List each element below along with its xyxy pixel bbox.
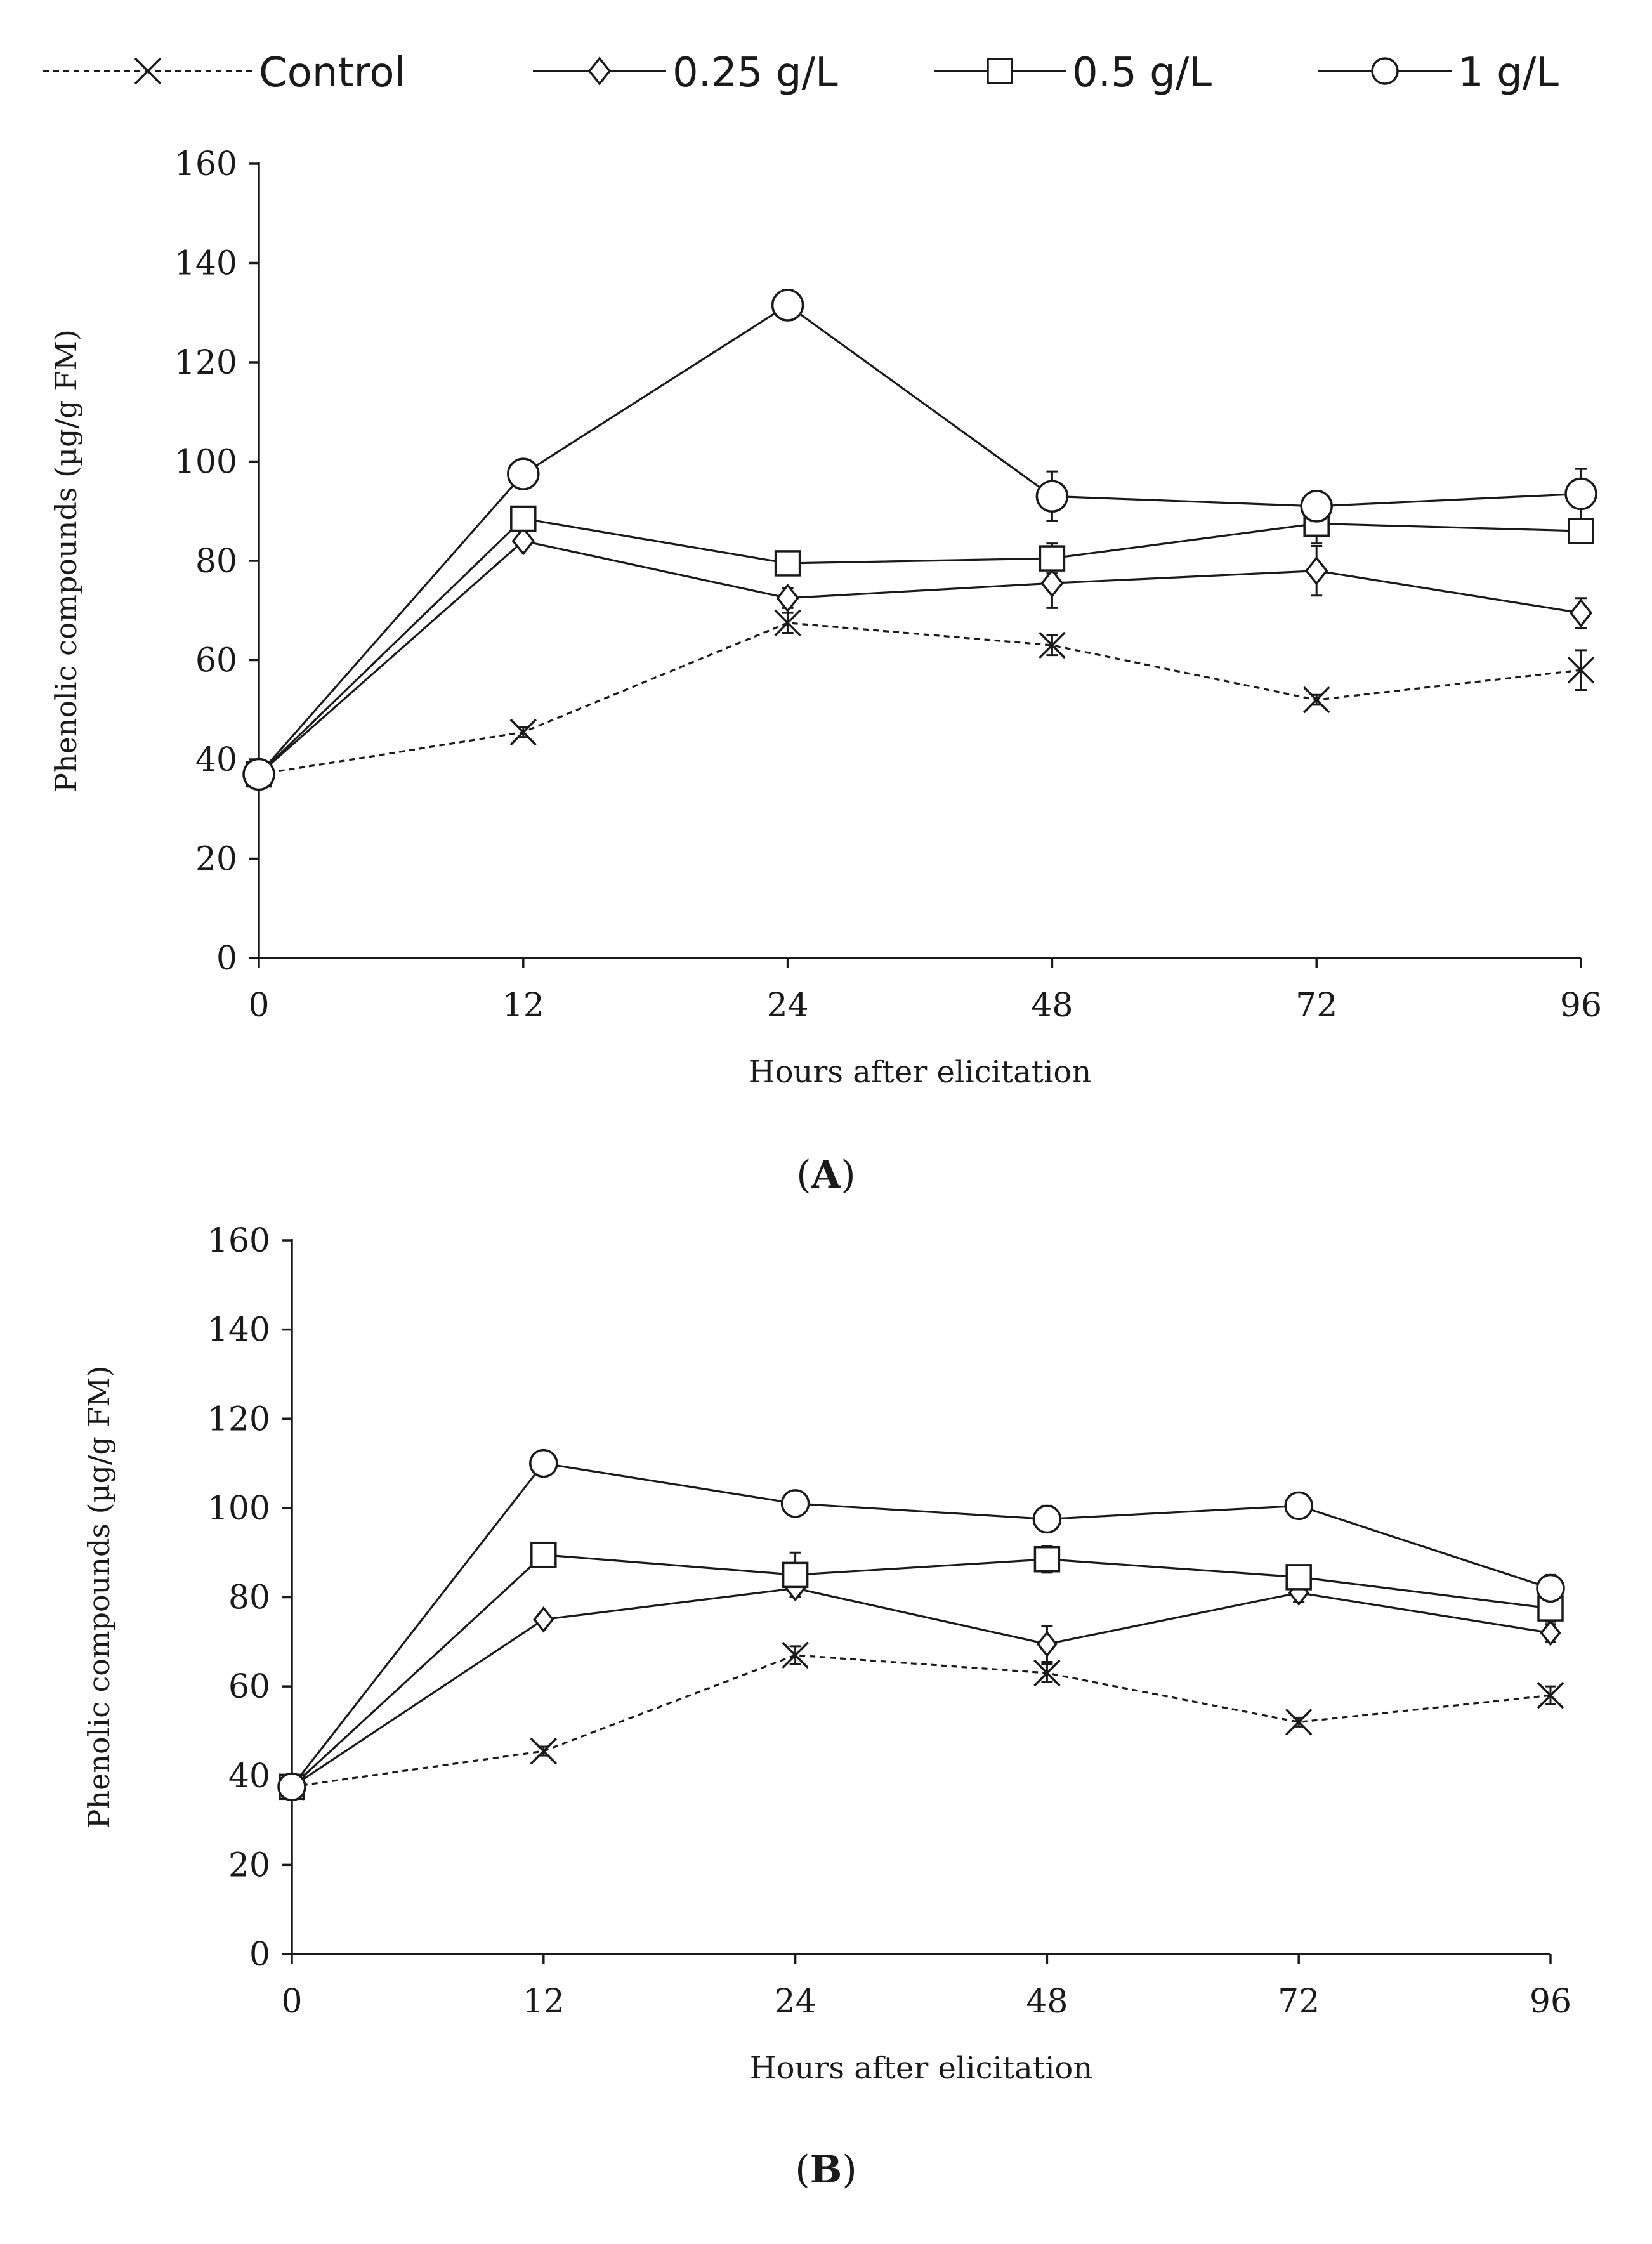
- y-axis-title: Phenolic compounds (µg/g FM): [82, 1366, 116, 1829]
- data-point-x: [1285, 1709, 1313, 1736]
- series-line-diamond: [291, 1587, 1551, 1788]
- y-tick-label: 20: [195, 841, 237, 879]
- data-point-square: [1039, 545, 1066, 572]
- x-tick-label: 48: [1026, 1983, 1068, 2021]
- data-point-circle: [1536, 1573, 1565, 1603]
- data-point-x: [782, 1641, 809, 1669]
- legend: Control 0.25 g/L 0.5 g/L 1 g/L: [43, 49, 1559, 96]
- y-tick-label: 160: [207, 1222, 270, 1260]
- y-tick-label: 140: [174, 245, 237, 283]
- y-tick-label: 120: [174, 344, 237, 382]
- x-tick-label: 48: [1031, 987, 1073, 1025]
- legend-label: 1 g/L: [1458, 49, 1559, 96]
- data-point-circle: [277, 1772, 306, 1802]
- data-point-x: [530, 1737, 558, 1765]
- legend-x-marker: [134, 57, 162, 85]
- data-point-circle: [1284, 1491, 1313, 1521]
- data-point-x: [1039, 631, 1066, 659]
- x-tick-label: 72: [1278, 1983, 1320, 2021]
- legend-diamond-marker: [587, 56, 612, 86]
- data-point-diamond: [1304, 556, 1328, 586]
- data-point-diamond: [533, 1606, 554, 1633]
- data-point-square: [774, 550, 801, 577]
- x-tick-label: 24: [767, 987, 809, 1025]
- y-axis-title: Phenolic compounds (µg/g FM): [49, 329, 83, 792]
- data-point-square: [510, 505, 537, 532]
- panel-caption: (B): [795, 2148, 857, 2192]
- y-tick-label: 100: [207, 1490, 270, 1528]
- x-tick-label: 0: [248, 987, 269, 1025]
- series-line-diamond: [258, 539, 1582, 775]
- data-point-square: [1568, 518, 1594, 544]
- legend-item-4: 1 g/L: [1318, 49, 1559, 96]
- x-axis-title: Hours after elicitation: [749, 1054, 1092, 1090]
- y-tick-label: 0: [216, 940, 237, 978]
- data-point-diamond: [1040, 568, 1064, 598]
- y-tick-label: 80: [228, 1579, 270, 1617]
- x-tick-label: 96: [1530, 1983, 1571, 2021]
- series-line-square: [258, 517, 1582, 775]
- y-tick-label: 140: [207, 1311, 270, 1349]
- x-tick-label: 24: [775, 1983, 816, 2021]
- chart-panel-b: 0 20 40 60 80 100 120 140 160 0 12 24 48 72 96 Hours af…: [82, 1222, 1571, 2192]
- series-line-x: [258, 622, 1582, 776]
- data-point-circle: [1564, 477, 1597, 511]
- data-point-circle: [529, 1448, 558, 1478]
- data-point-square: [1285, 1564, 1312, 1591]
- legend-label: Control: [259, 49, 405, 96]
- y-tick-label: 80: [195, 542, 237, 581]
- data-point-x: [1033, 1659, 1061, 1687]
- x-tick-label: 12: [523, 1983, 565, 2021]
- panel-caption: (A): [796, 1153, 855, 1197]
- y-tick-label: 100: [174, 443, 237, 482]
- data-point-circle: [771, 289, 804, 322]
- data-point-x: [774, 609, 801, 637]
- y-tick-label: 160: [174, 145, 237, 183]
- series-line-circle: [258, 304, 1582, 775]
- series-line-square: [291, 1554, 1551, 1788]
- data-point-square: [1033, 1545, 1061, 1573]
- data-point-diamond: [776, 583, 799, 613]
- y-tick-label: 0: [249, 1936, 270, 1974]
- data-point-diamond: [1036, 1631, 1058, 1658]
- x-tick-label: 0: [281, 1983, 302, 2021]
- series-line-circle: [291, 1462, 1551, 1788]
- x-tick-label: 72: [1295, 987, 1337, 1025]
- data-point-square: [530, 1541, 557, 1568]
- legend-circle-marker: [1371, 57, 1399, 85]
- data-point-circle: [242, 758, 275, 791]
- y-tick-label: 60: [228, 1668, 270, 1706]
- legend-item-3: 0.5 g/L: [934, 49, 1212, 96]
- legend-item-2: 0.25 g/L: [533, 49, 838, 96]
- data-point-diamond: [1540, 1619, 1561, 1646]
- y-tick-label: 120: [207, 1400, 270, 1438]
- legend-label: 0.5 g/L: [1072, 49, 1212, 96]
- data-point-square: [782, 1561, 809, 1589]
- x-tick-label: 12: [502, 987, 544, 1025]
- data-point-circle: [1035, 480, 1069, 513]
- data-point-x: [1567, 656, 1595, 684]
- y-tick-label: 60: [195, 642, 237, 680]
- data-point-x: [509, 718, 537, 746]
- data-point-x: [1302, 686, 1330, 714]
- data-point-circle: [1032, 1504, 1062, 1534]
- legend-square-marker: [987, 58, 1013, 84]
- x-axis-title: Hours after elicitation: [750, 2050, 1093, 2086]
- y-tick-label: 40: [195, 741, 237, 779]
- data-point-diamond: [1569, 598, 1593, 627]
- data-point-diamond: [511, 526, 535, 556]
- x-tick-label: 96: [1560, 987, 1602, 1025]
- y-tick-label: 40: [228, 1757, 270, 1795]
- chart-panel-a: 0 20 40 60 80 100 120 140 160 0 12 24 48 72 96 Hours af…: [49, 145, 1602, 1197]
- data-point-x: [1537, 1681, 1564, 1709]
- y-tick-label: 20: [228, 1846, 270, 1884]
- legend-label: 0.25 g/L: [672, 49, 838, 96]
- data-point-circle: [507, 457, 540, 490]
- data-point-circle: [780, 1489, 810, 1518]
- series-line-x: [291, 1654, 1551, 1788]
- data-point-circle: [1300, 490, 1333, 523]
- legend-item-1: Control: [43, 49, 405, 96]
